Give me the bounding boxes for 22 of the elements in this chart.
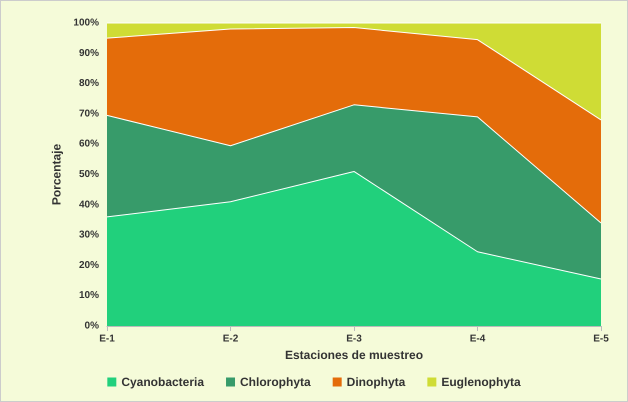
y-axis-title: Porcentaje [50, 143, 64, 206]
x-tick-label: E-5 [593, 334, 610, 344]
x-axis-title: Estaciones de muestreo [284, 348, 424, 362]
y-tick-label: 20% [78, 260, 100, 271]
legend-label: Chlorophyta [240, 375, 312, 389]
y-tick-label: 40% [78, 199, 100, 210]
x-tick-label: E-3 [346, 334, 362, 344]
y-tick-label: 10% [78, 290, 100, 302]
y-tick-label: 60% [78, 138, 100, 150]
y-tick-label: 0% [84, 320, 100, 332]
y-tick-label: 100% [73, 18, 100, 28]
legend-label: Dinophyta [346, 375, 406, 389]
x-tick-label: E-1 [99, 334, 116, 344]
legend-label: Euglenophyta [441, 375, 522, 389]
y-tick-label: 50% [78, 169, 100, 180]
legend-label: Cyanobacteria [121, 375, 204, 389]
y-tick-label: 70% [78, 108, 100, 120]
y-tick-label: 90% [78, 48, 100, 59]
x-tick-label: E-2 [222, 334, 239, 344]
y-tick-label: 30% [78, 230, 100, 241]
y-tick-label: 80% [78, 78, 100, 90]
x-tick-label: E-4 [470, 334, 486, 344]
